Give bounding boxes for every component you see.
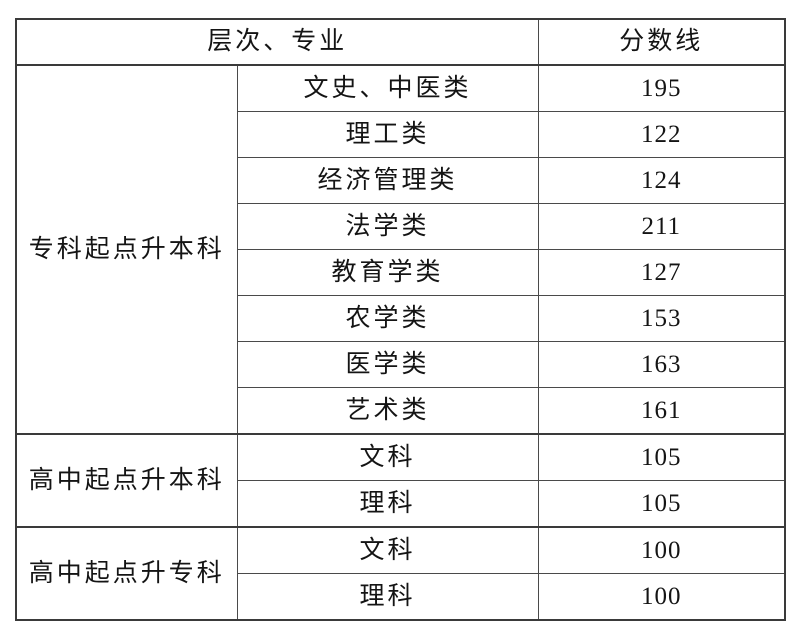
score-cell: 105 (537, 433, 786, 481)
level-cell: 高中起点升专科 (15, 526, 238, 621)
score-cell: 163 (537, 341, 786, 388)
table-row: 艺术类 161 (16, 387, 786, 435)
level-cell: 专科起点升本科 (15, 64, 238, 435)
major-cell: 经济管理类 (236, 157, 539, 204)
major-cell: 教育学类 (236, 249, 539, 296)
score-cell: 124 (537, 157, 786, 204)
header-row: 层次、专业 分数线 (15, 18, 786, 66)
table-row: 教育学类 127 (16, 249, 786, 296)
table-row: 医学类 163 (16, 341, 786, 388)
major-cell: 法学类 (236, 203, 539, 250)
score-cell: 100 (537, 526, 786, 574)
score-cell: 100 (537, 573, 786, 621)
major-cell: 医学类 (236, 341, 539, 388)
score-cell: 161 (537, 387, 786, 435)
level-cell: 高中起点升本科 (15, 433, 238, 528)
table-row: 理科 100 (16, 573, 786, 621)
major-cell: 农学类 (236, 295, 539, 342)
major-cell: 理科 (236, 573, 539, 621)
major-cell: 文科 (236, 526, 539, 574)
table-row: 专科起点升本科 文史、中医类 195 (15, 64, 786, 435)
score-cell: 127 (537, 249, 786, 296)
table-header: 层次、专业 分数线 (15, 18, 786, 66)
score-table: 层次、专业 分数线 专科起点升本科 文史、中医类 195 理工类 122 经济管… (15, 18, 787, 621)
major-cell: 文史、中医类 (236, 64, 539, 112)
table-row: 理工类 122 (16, 111, 786, 158)
table-row: 高中起点升本科 文科 105 (15, 433, 786, 528)
major-cell: 理工类 (236, 111, 539, 158)
score-cell: 122 (537, 111, 786, 158)
major-cell: 艺术类 (236, 387, 539, 435)
table-row: 法学类 211 (16, 203, 786, 250)
header-score: 分数线 (537, 18, 786, 66)
score-cell: 211 (537, 203, 786, 250)
score-cell: 105 (537, 480, 786, 528)
header-level-major: 层次、专业 (15, 18, 539, 66)
major-cell: 理科 (236, 480, 539, 528)
table-row: 农学类 153 (16, 295, 786, 342)
score-cell: 153 (537, 295, 786, 342)
score-cell: 195 (537, 64, 786, 112)
table-row: 高中起点升专科 文科 100 (15, 526, 786, 621)
table-body: 专科起点升本科 文史、中医类 195 理工类 122 经济管理类 124 法学类… (15, 64, 786, 621)
major-cell: 文科 (236, 433, 539, 481)
